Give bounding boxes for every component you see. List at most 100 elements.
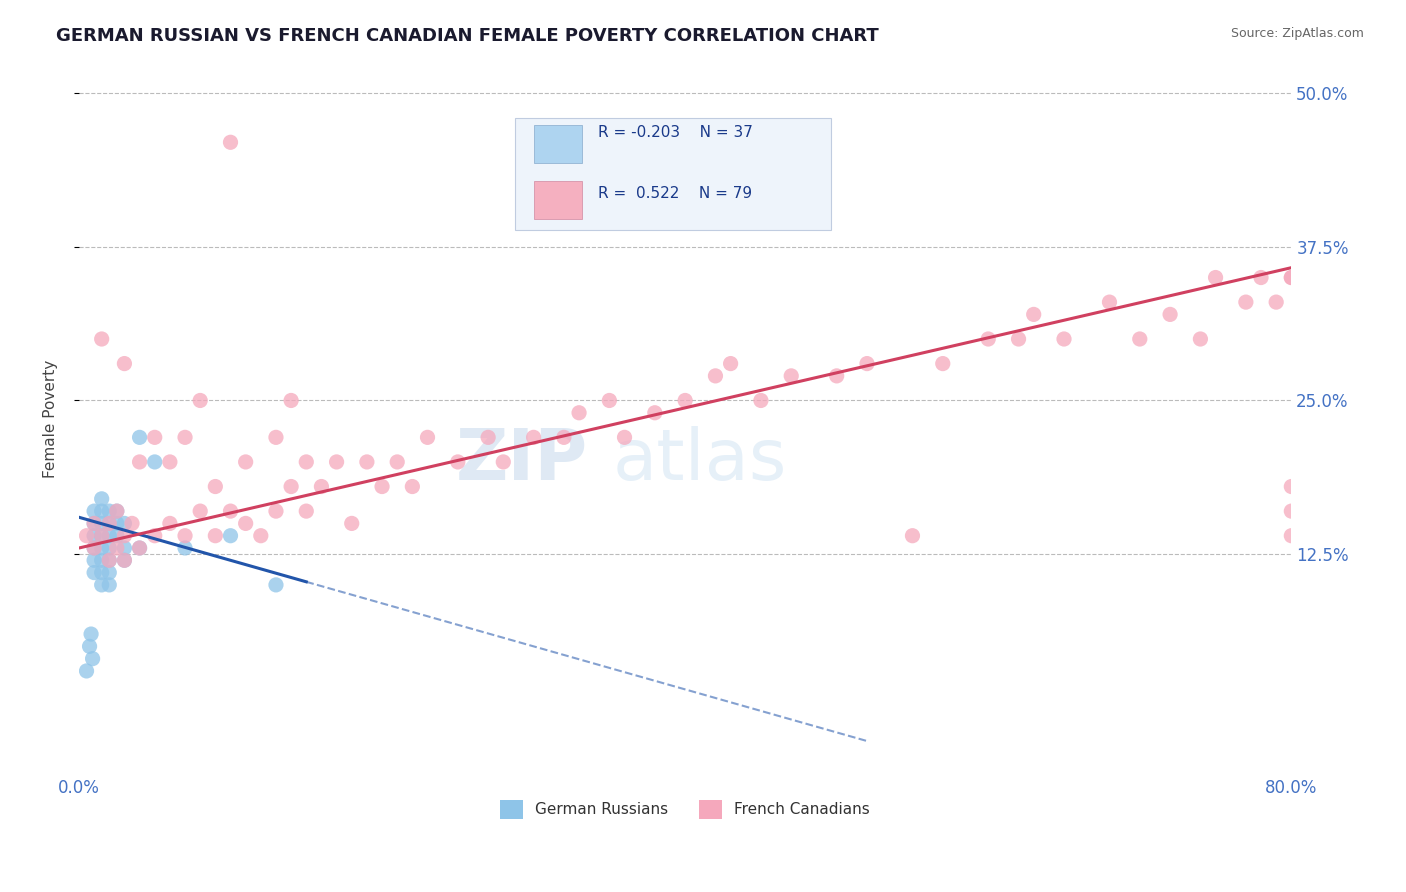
Point — [90, 553, 112, 567]
Point — [219, 529, 242, 543]
Point — [311, 479, 333, 493]
Point — [143, 529, 166, 543]
Point — [613, 430, 636, 444]
Point — [1007, 332, 1029, 346]
Point — [188, 393, 211, 408]
Point — [416, 430, 439, 444]
Point — [83, 516, 105, 531]
Text: GERMAN RUSSIAN VS FRENCH CANADIAN FEMALE POVERTY CORRELATION CHART: GERMAN RUSSIAN VS FRENCH CANADIAN FEMALE… — [56, 27, 879, 45]
Point — [1279, 270, 1302, 285]
Point — [401, 479, 423, 493]
Point — [188, 504, 211, 518]
Point — [249, 529, 271, 543]
Point — [1279, 504, 1302, 518]
Point — [174, 430, 197, 444]
Point — [264, 504, 287, 518]
Point — [90, 491, 112, 506]
Text: R = -0.203    N = 37: R = -0.203 N = 37 — [598, 126, 752, 141]
Point — [90, 566, 112, 580]
Point — [1279, 270, 1302, 285]
Point — [98, 553, 121, 567]
Point — [83, 529, 105, 543]
Point — [79, 640, 101, 654]
Point — [90, 578, 112, 592]
Point — [780, 368, 803, 383]
Point — [1098, 295, 1121, 310]
Point — [98, 566, 121, 580]
Point — [553, 430, 575, 444]
Point — [673, 393, 696, 408]
Point — [1129, 332, 1152, 346]
Point — [83, 504, 105, 518]
Point — [128, 430, 150, 444]
Point — [477, 430, 499, 444]
Point — [356, 455, 378, 469]
Point — [387, 455, 409, 469]
Point — [105, 529, 128, 543]
Point — [1250, 270, 1272, 285]
Point — [325, 455, 347, 469]
Point — [112, 541, 135, 555]
Point — [749, 393, 772, 408]
Point — [128, 541, 150, 555]
FancyBboxPatch shape — [534, 125, 582, 163]
Point — [492, 455, 515, 469]
Point — [105, 541, 128, 555]
Point — [1234, 295, 1257, 310]
Point — [235, 516, 257, 531]
Point — [1159, 307, 1181, 321]
Point — [1265, 295, 1288, 310]
Point — [98, 529, 121, 543]
Point — [598, 393, 620, 408]
Text: Source: ZipAtlas.com: Source: ZipAtlas.com — [1230, 27, 1364, 40]
Point — [76, 664, 98, 678]
Point — [720, 357, 742, 371]
Point — [80, 627, 103, 641]
Point — [112, 529, 135, 543]
Point — [174, 529, 197, 543]
Point — [112, 553, 135, 567]
Point — [90, 541, 112, 555]
Point — [112, 553, 135, 567]
Point — [1279, 529, 1302, 543]
Point — [340, 516, 363, 531]
Point — [112, 357, 135, 371]
Point — [90, 504, 112, 518]
Point — [1279, 479, 1302, 493]
Point — [1189, 332, 1212, 346]
Point — [1053, 332, 1076, 346]
Point — [644, 406, 666, 420]
Text: R =  0.522    N = 79: R = 0.522 N = 79 — [598, 186, 752, 201]
Point — [83, 516, 105, 531]
Point — [98, 504, 121, 518]
Point — [1022, 307, 1045, 321]
Legend: German Russians, French Canadians: German Russians, French Canadians — [494, 794, 876, 825]
Y-axis label: Female Poverty: Female Poverty — [44, 359, 58, 478]
Point — [280, 479, 302, 493]
Point — [204, 479, 226, 493]
Point — [105, 516, 128, 531]
Point — [83, 553, 105, 567]
Point — [825, 368, 848, 383]
Point — [90, 529, 112, 543]
Point — [568, 406, 591, 420]
Point — [1205, 270, 1227, 285]
Point — [143, 430, 166, 444]
FancyBboxPatch shape — [516, 118, 831, 230]
Point — [901, 529, 924, 543]
Point — [235, 455, 257, 469]
Point — [280, 393, 302, 408]
Point — [105, 504, 128, 518]
Text: atlas: atlas — [613, 426, 787, 495]
Point — [98, 578, 121, 592]
Point — [143, 455, 166, 469]
Point — [82, 651, 104, 665]
Point — [371, 479, 394, 493]
Point — [219, 504, 242, 518]
Point — [90, 332, 112, 346]
Point — [264, 430, 287, 444]
Point — [83, 541, 105, 555]
Point — [83, 541, 105, 555]
FancyBboxPatch shape — [534, 181, 582, 219]
Point — [932, 357, 955, 371]
